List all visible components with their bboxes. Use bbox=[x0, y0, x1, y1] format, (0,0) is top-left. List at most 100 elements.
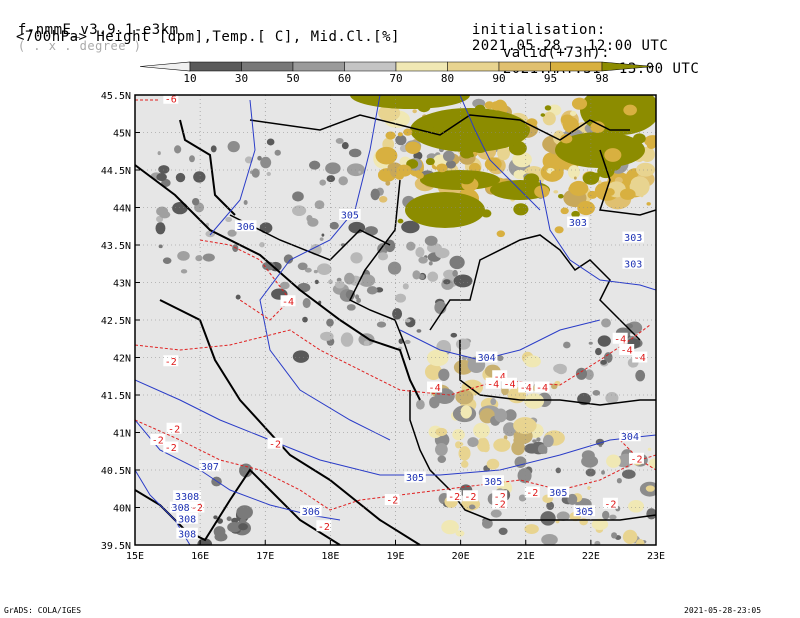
cloud-cell bbox=[571, 210, 580, 218]
cloud-cell bbox=[555, 467, 561, 474]
cloud-cell bbox=[392, 308, 403, 320]
cloud-cell bbox=[334, 280, 345, 289]
cloud-cell-dense bbox=[410, 108, 530, 152]
height-label-bg bbox=[482, 475, 504, 487]
cloud-cell bbox=[320, 331, 334, 342]
cloud-cell bbox=[542, 434, 554, 448]
cloud-cell bbox=[426, 349, 449, 367]
cloud-cell bbox=[484, 101, 495, 110]
temperature-label-bg bbox=[446, 490, 462, 502]
cloud-cell bbox=[486, 458, 500, 470]
init-line: initialisation: 2021.05.28. 12:00 UTC bbox=[454, 6, 668, 54]
cloud-cell bbox=[239, 518, 247, 525]
cloud-cell bbox=[494, 408, 508, 423]
cloud-cell bbox=[550, 170, 562, 180]
cloud-cell bbox=[601, 470, 605, 475]
cloud-cell bbox=[482, 443, 490, 453]
lat-label: 42N bbox=[113, 354, 131, 365]
temperature-label: -4 bbox=[520, 383, 532, 394]
cloud-cell bbox=[259, 241, 265, 248]
cloud-cell bbox=[158, 244, 163, 249]
cloud-cell bbox=[584, 369, 594, 380]
cloud-cell bbox=[358, 333, 375, 346]
temperature-label: -2 bbox=[526, 488, 538, 499]
border-line bbox=[249, 114, 630, 141]
cloud-cell bbox=[628, 499, 645, 513]
cloud-cell bbox=[416, 399, 425, 410]
cloud-cell bbox=[435, 247, 450, 259]
cloud-cell bbox=[424, 363, 443, 380]
temperature-label-bg bbox=[316, 520, 332, 532]
cloud-cell bbox=[302, 298, 311, 309]
cloud-cell bbox=[195, 255, 203, 262]
cloud-cell bbox=[449, 255, 465, 270]
cloud-cell bbox=[202, 253, 215, 262]
cloud-cell bbox=[226, 516, 232, 522]
cloud-cell bbox=[461, 460, 469, 468]
cloud-cell bbox=[497, 145, 511, 161]
cloud-cell bbox=[606, 454, 621, 468]
height-contour bbox=[209, 99, 256, 236]
temperature-label-bg bbox=[524, 486, 540, 498]
cloud-cell bbox=[340, 332, 354, 347]
cloud-cell bbox=[540, 511, 556, 526]
cloud-cell bbox=[364, 226, 378, 236]
cloud-cell bbox=[180, 269, 188, 274]
cloud-cell bbox=[418, 256, 428, 264]
cloud-cell bbox=[635, 539, 645, 545]
border-line bbox=[229, 214, 391, 261]
model-name: f-nmmE_v3.9.1-e3km bbox=[17, 22, 179, 38]
legend-level-label: 80 bbox=[441, 72, 454, 85]
temperature-label-bg bbox=[427, 381, 443, 393]
lon-label: 18E bbox=[321, 551, 339, 562]
temperature-label-bg bbox=[485, 377, 501, 389]
height-contour bbox=[259, 95, 391, 441]
height-label-bg bbox=[619, 430, 641, 442]
height-label-bg bbox=[176, 527, 198, 539]
cloud-cell bbox=[541, 534, 558, 545]
legend-level-label: 60 bbox=[338, 72, 351, 85]
cloud-cell bbox=[415, 247, 425, 258]
cloud-cell bbox=[490, 398, 497, 406]
cloud-cell-dense bbox=[350, 95, 470, 109]
cloud-cell bbox=[544, 105, 552, 111]
cloud-cell bbox=[404, 318, 411, 323]
cloud-cell bbox=[471, 139, 489, 154]
cloud-cell bbox=[623, 104, 637, 116]
cloud-cell bbox=[191, 197, 200, 206]
cloud-cell bbox=[496, 137, 502, 142]
cloud-cell bbox=[524, 355, 541, 368]
cloud-cell bbox=[396, 164, 412, 177]
cloud-cell bbox=[458, 446, 471, 461]
lon-label: 21E bbox=[517, 551, 535, 562]
cloud-cell bbox=[172, 201, 188, 215]
cloud-cell bbox=[513, 203, 529, 216]
cloud-cell bbox=[244, 156, 253, 164]
cloud-cell bbox=[419, 273, 425, 280]
temperature-label: -2 bbox=[386, 496, 398, 507]
temperature-label-bg bbox=[492, 490, 508, 502]
cloud-cell bbox=[540, 113, 546, 117]
cloud-cell bbox=[567, 165, 580, 179]
height-label: 303 bbox=[624, 259, 642, 270]
cloud-cell bbox=[445, 160, 457, 169]
height-contour bbox=[135, 379, 656, 476]
height-label-bg bbox=[176, 512, 198, 524]
lat-label: 43N bbox=[113, 279, 131, 290]
height-label: 308 bbox=[178, 514, 196, 525]
cloud-cell bbox=[633, 133, 646, 144]
cloud-cell bbox=[597, 180, 602, 184]
cloud-cell bbox=[495, 120, 504, 127]
cloud-cell bbox=[386, 99, 399, 109]
cloud-cell bbox=[338, 176, 348, 186]
cloud-cell bbox=[460, 405, 472, 419]
cloud-cell bbox=[459, 147, 474, 159]
height-label: 306 bbox=[237, 222, 255, 233]
temperature-label-bg bbox=[628, 452, 644, 464]
cloud-cell bbox=[283, 254, 294, 264]
cloud-cell bbox=[158, 165, 170, 174]
cloud-cell bbox=[498, 527, 508, 535]
cloud-cell bbox=[443, 279, 451, 285]
cloud-cell bbox=[555, 365, 567, 375]
height-label-bg bbox=[573, 505, 596, 517]
